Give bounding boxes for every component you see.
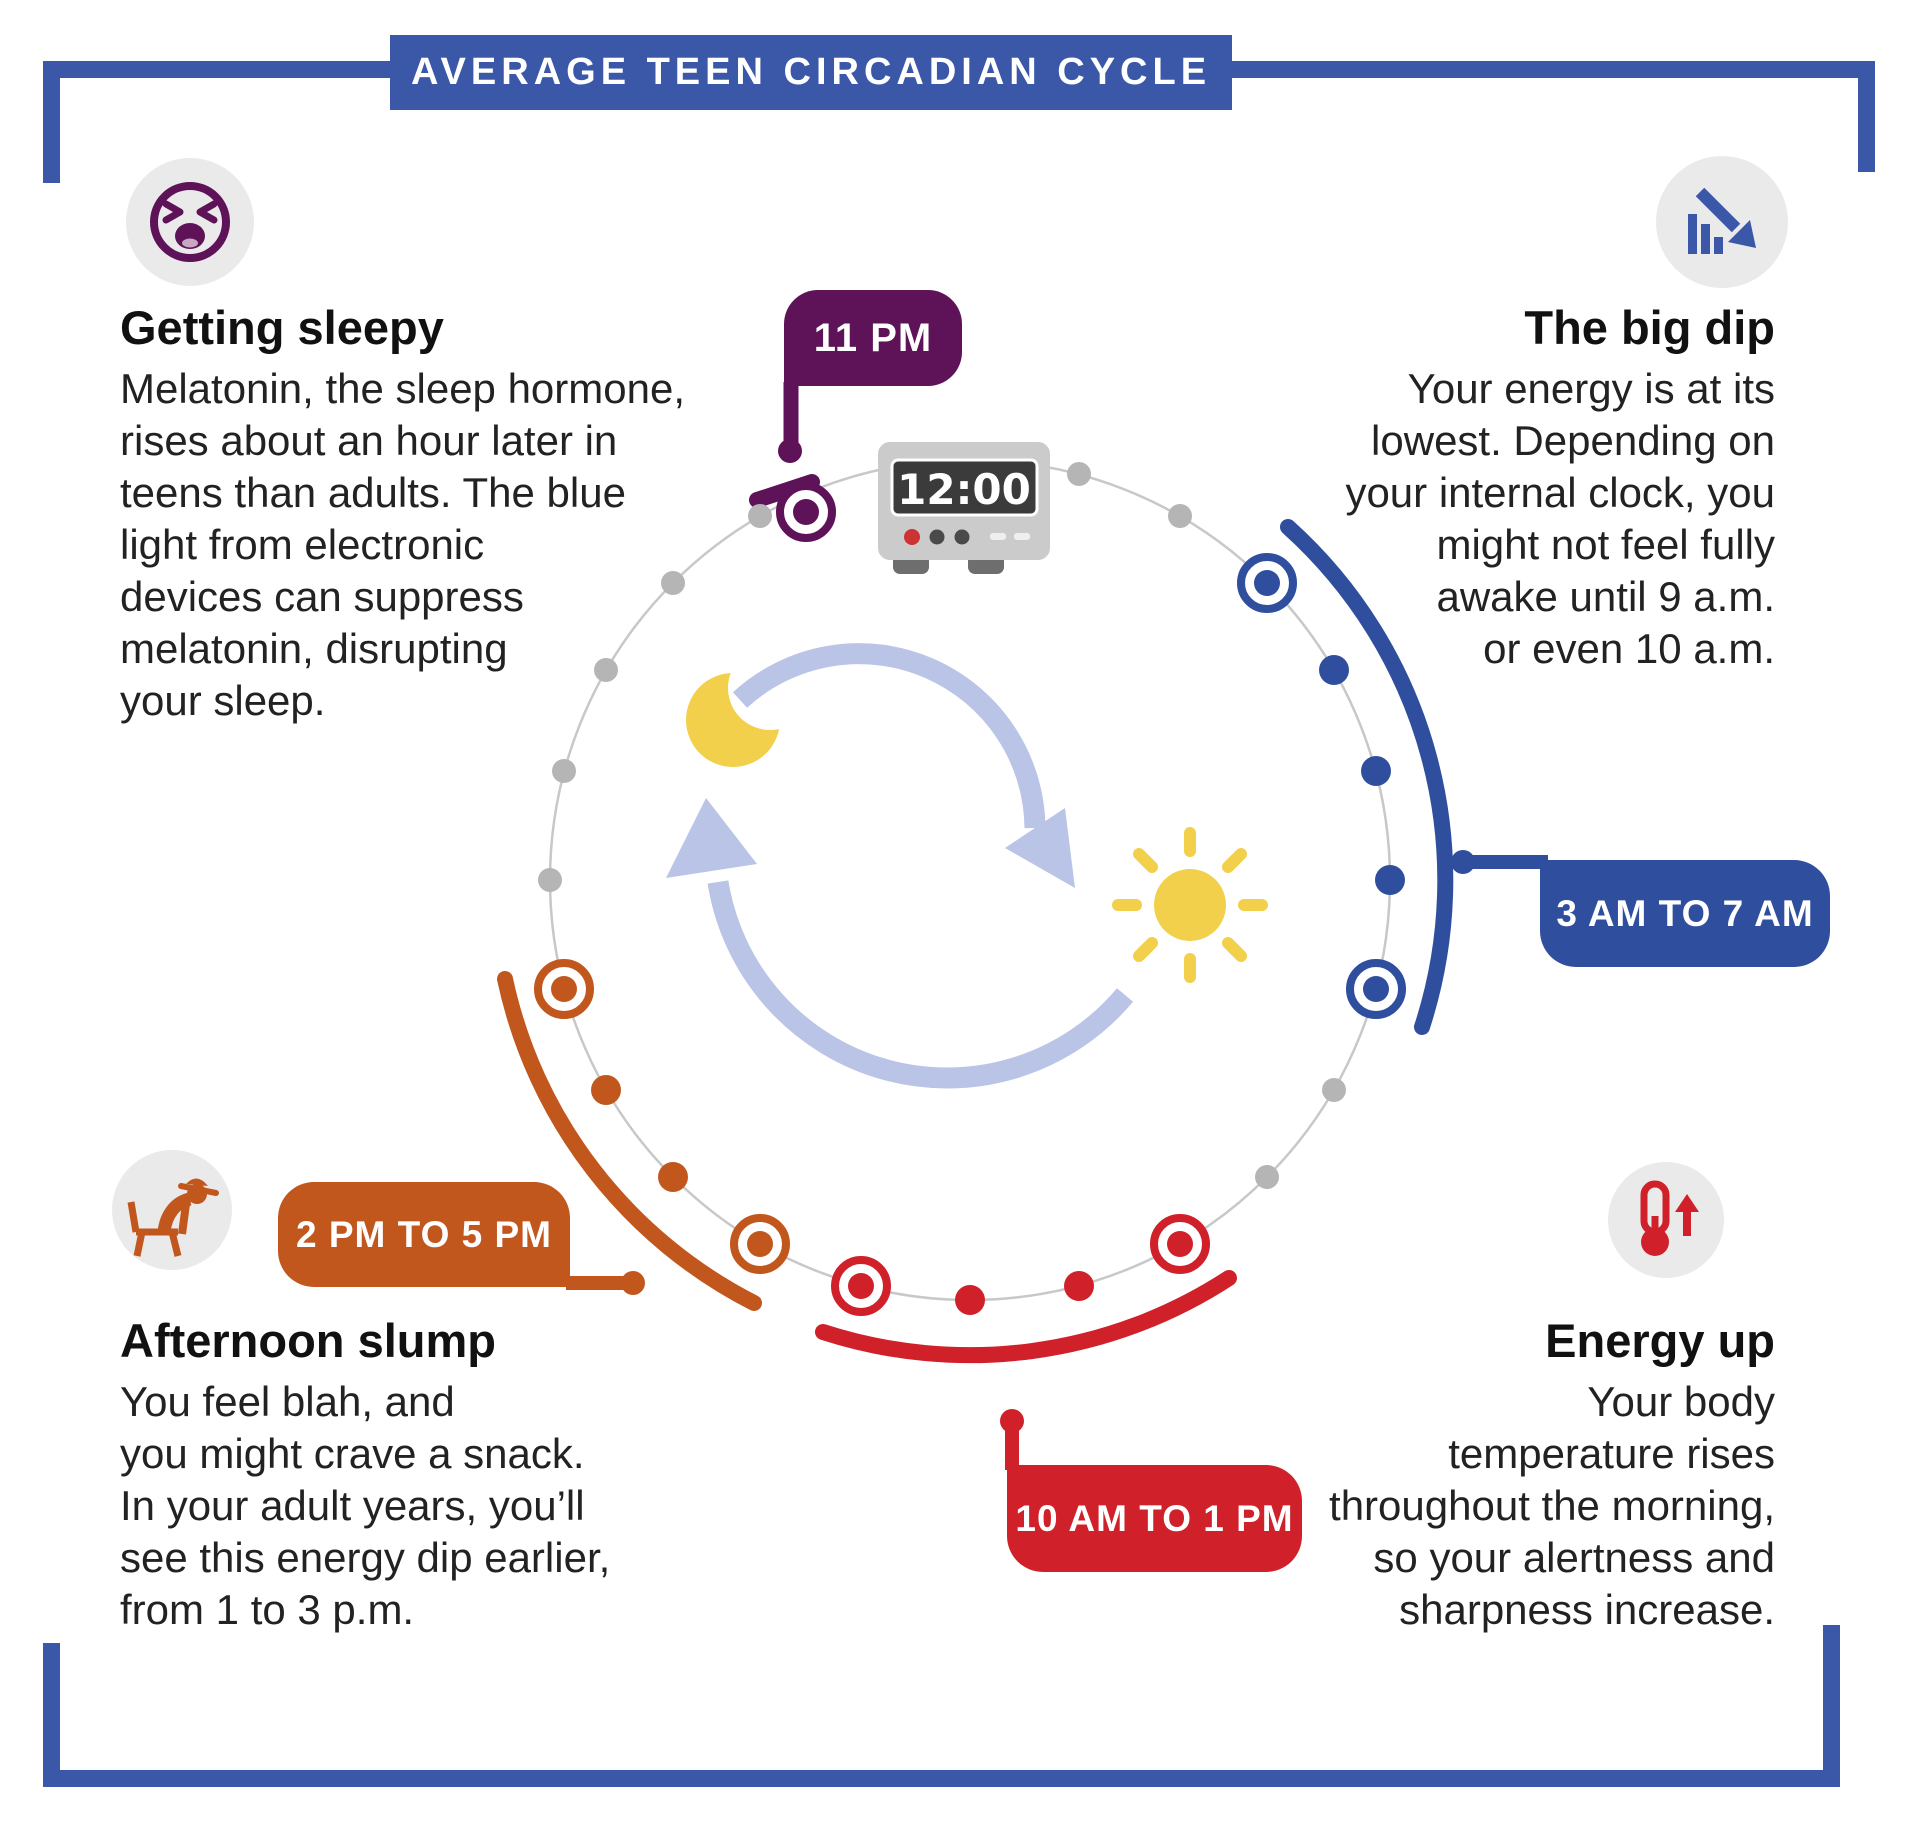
cycle-arrows [666,643,1134,1089]
clock-button [929,529,945,545]
hour-dot [748,504,772,528]
thermometer-up-icon [1640,1180,1699,1256]
declining-chart-icon [1688,187,1756,254]
ring-dot-3am [1237,553,1297,613]
big-dip-body: Your energy is at its lowest. Depending … [1345,365,1775,672]
badge-11pm: 11 PM [784,290,962,386]
purple-badge-dot [778,439,802,463]
frame-top-left-arm [43,61,390,78]
afternoon-slump-arc [497,971,762,1311]
frame-bottom-bar [43,1770,1840,1787]
yawning-face-icon [150,182,230,262]
hour-dot-orange [591,1075,621,1105]
afternoon-slump-block: Afternoon slump You feel blah, and you m… [120,1316,740,1636]
ring-dot-1pm [831,1256,891,1316]
clock-dash [990,533,1006,540]
energy-up-heading: Energy up [1545,1314,1775,1367]
hour-dot [1067,462,1091,486]
ring-dot-5pm [534,959,594,1019]
sun-icon [1112,827,1268,983]
alarm-clock: 12:00 [878,442,1050,574]
title-banner: AVERAGE TEEN CIRCADIAN CYCLE [390,35,1232,110]
frame-top-left-riser [43,61,60,183]
big-dip-block: The big dip Your energy is at its lowest… [1155,303,1775,675]
page-title: AVERAGE TEEN CIRCADIAN CYCLE [410,51,1212,93]
orange-badge-dot [621,1271,645,1295]
hour-dot-red [1064,1271,1094,1301]
ring-dot-7am [1346,959,1406,1019]
ring-dot-11pm [776,482,836,542]
frame-bottom-right-riser [1823,1625,1840,1787]
energy-up-body: Your body temperature rises throughout t… [1329,1378,1775,1633]
blue-badge-dot [1451,850,1475,874]
clock-red-button [904,529,920,545]
badge-3am-7am-label: 3 AM TO 7 AM [1556,892,1814,934]
down-arrowhead [1005,808,1075,888]
hour-dot [1322,1078,1346,1102]
clock-time: 12:00 [897,465,1031,514]
badge-10am-1pm: 10 AM TO 1 PM [1007,1465,1302,1572]
hour-dot [1255,1165,1279,1189]
slumped-person-icon [127,1178,219,1257]
energy-up-icon-circle [1608,1162,1724,1278]
getting-sleepy-block: Getting sleepy Melatonin, the sleep horm… [120,303,720,727]
hour-dots [534,462,1406,1316]
big-dip-arc [1280,519,1454,1035]
getting-sleepy-heading: Getting sleepy [120,301,444,354]
badge-2pm-5pm-label: 2 PM TO 5 PM [296,1213,552,1255]
night-to-day-arrow-arc [732,643,1046,829]
hour-dot [538,868,562,892]
frame-top-right-riser [1858,61,1875,172]
big-dip-heading: The big dip [1524,301,1775,354]
hour-dot [552,759,576,783]
afternoon-slump-heading: Afternoon slump [120,1314,496,1367]
up-arrowhead [666,798,757,878]
hour-dot [594,658,618,682]
big-dip-icon-circle [1656,156,1788,288]
getting-sleepy-icon-circle [126,158,254,286]
hour-dot-orange [658,1162,688,1192]
frame-bottom-left-riser [43,1643,60,1787]
day-to-night-arrow-arc [707,880,1134,1089]
hour-dot-blue [1319,655,1349,685]
badge-2pm-5pm: 2 PM TO 5 PM [278,1182,570,1287]
clock-button [954,529,970,545]
ring-dot-2pm [730,1214,790,1274]
badge-10am-1pm-label: 10 AM TO 1 PM [1015,1497,1294,1539]
hour-dot [1168,504,1192,528]
badge-3am-7am: 3 AM TO 7 AM [1540,860,1830,967]
hour-dot-blue [1361,756,1391,786]
hour-dot [661,571,685,595]
hour-dot-blue [1375,865,1405,895]
frame-top-right-arm [1232,61,1875,78]
hour-dot-red [955,1285,985,1315]
afternoon-slump-body: You feel blah, and you might crave a sna… [120,1378,611,1633]
getting-sleepy-body: Melatonin, the sleep hormone, rises abou… [120,365,686,724]
energy-up-arc [815,1270,1237,1364]
red-badge-dot [1000,1409,1024,1433]
clock-dash [1014,533,1030,540]
afternoon-slump-icon-circle [112,1150,232,1270]
ring-dot-10am [1150,1214,1210,1274]
badge-11pm-label: 11 PM [813,315,933,360]
energy-up-block: Energy up Your body temperature rises th… [1155,1316,1775,1636]
badge-connectors [566,382,1548,1470]
